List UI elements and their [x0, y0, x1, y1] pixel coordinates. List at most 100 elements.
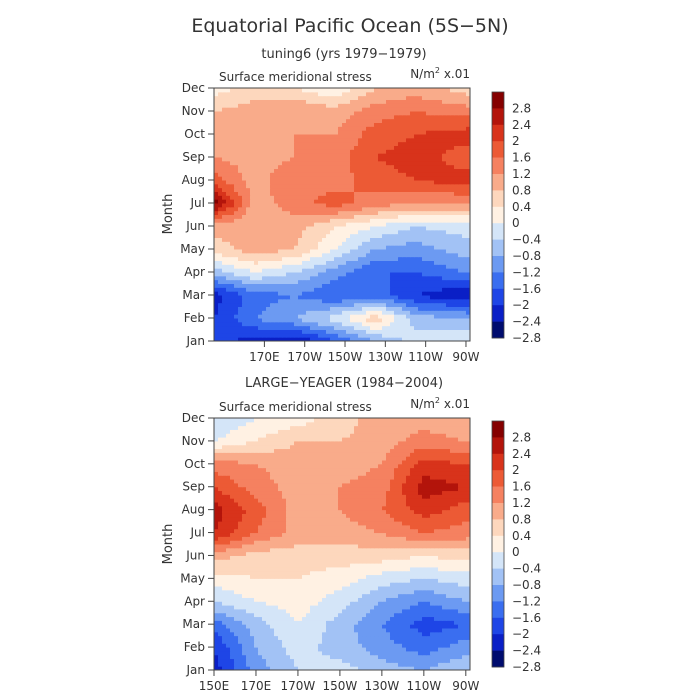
heatmap-cell — [330, 275, 335, 281]
heatmap-cell — [370, 95, 375, 100]
heatmap-cell — [270, 195, 275, 200]
heatmap-cell — [406, 279, 411, 284]
heatmap-cell — [374, 176, 379, 181]
heatmap-cell — [462, 218, 467, 223]
heatmap-cell — [322, 256, 327, 261]
heatmap-cell — [418, 302, 423, 307]
heatmap-cell — [246, 187, 251, 192]
heatmap-cell — [446, 153, 451, 158]
heatmap-cell — [394, 160, 399, 166]
heatmap-cell — [434, 287, 439, 292]
heatmap-cell — [238, 168, 243, 173]
heatmap-cell — [238, 268, 243, 273]
heatmap-cell — [458, 295, 463, 300]
heatmap-cell — [214, 283, 219, 288]
heatmap-cell — [238, 298, 243, 304]
heatmap-cell — [402, 99, 407, 104]
heatmap-cell — [286, 647, 291, 652]
heatmap-cell — [290, 214, 295, 219]
heatmap-cell — [450, 191, 455, 196]
heatmap-cell — [322, 122, 327, 127]
heatmap-cell — [382, 314, 387, 319]
heatmap-cell — [238, 95, 243, 100]
heatmap-cell — [226, 187, 231, 192]
heatmap-cell — [326, 635, 331, 640]
heatmap-cell — [434, 183, 439, 189]
heatmap-cell — [442, 111, 447, 116]
heatmap-cell — [362, 666, 367, 671]
heatmap-cell — [390, 172, 395, 177]
heatmap-cell — [454, 99, 459, 104]
heatmap-cell — [298, 233, 303, 238]
heatmap-cell — [382, 631, 387, 637]
heatmap-cell — [382, 635, 387, 640]
heatmap-cell — [462, 222, 467, 227]
heatmap-cell — [234, 203, 239, 208]
heatmap-cell — [438, 241, 443, 246]
heatmap-cell — [382, 643, 387, 648]
heatmap-cell — [370, 164, 375, 169]
heatmap-cell — [250, 268, 255, 273]
heatmap-cell — [306, 111, 311, 116]
heatmap-cell — [442, 306, 447, 311]
heatmap-cell — [414, 635, 419, 640]
heatmap-cell — [442, 183, 447, 189]
heatmap-cell — [458, 635, 463, 640]
heatmap-cell — [374, 666, 379, 671]
heatmap-cell — [398, 337, 403, 342]
heatmap-cell — [326, 325, 331, 330]
heatmap-cell — [302, 233, 307, 238]
heatmap-cell — [222, 160, 227, 166]
heatmap-cell — [246, 272, 251, 277]
heatmap-cell — [374, 260, 379, 265]
heatmap-cell — [462, 168, 467, 173]
heatmap-cell — [270, 145, 275, 150]
heatmap-cell — [258, 298, 263, 304]
heatmap-cell — [370, 295, 375, 300]
heatmap-cell — [370, 149, 375, 154]
heatmap-cell — [318, 153, 323, 158]
heatmap-cell — [258, 126, 263, 131]
heatmap-cell — [262, 145, 267, 150]
heatmap-cell — [398, 99, 403, 104]
heatmap-cell — [370, 126, 375, 131]
heatmap-cell — [354, 222, 359, 227]
heatmap-cell — [374, 137, 379, 143]
heatmap-cell — [242, 329, 247, 334]
heatmap-cell — [306, 214, 311, 219]
heatmap-cell — [386, 137, 391, 143]
heatmap-cell — [390, 130, 395, 135]
heatmap-cell — [342, 195, 347, 200]
heatmap-cell — [382, 279, 387, 284]
heatmap-cell — [238, 218, 243, 223]
heatmap-cell — [242, 662, 247, 667]
heatmap-cell — [310, 126, 315, 131]
heatmap-cell — [430, 241, 435, 246]
heatmap-cell — [394, 275, 399, 281]
heatmap-cell — [358, 256, 363, 261]
heatmap-cell — [362, 218, 367, 223]
heatmap-cell — [382, 287, 387, 292]
heatmap-cell — [438, 229, 443, 235]
heatmap-cell — [402, 643, 407, 648]
heatmap-cell — [326, 318, 331, 323]
heatmap-cell — [422, 264, 427, 269]
heatmap-cell — [462, 279, 467, 284]
heatmap-cell — [406, 314, 411, 319]
heatmap-cell — [234, 206, 239, 212]
heatmap-cell — [274, 134, 279, 139]
heatmap-cell — [374, 164, 379, 169]
heatmap-cell — [242, 260, 247, 265]
heatmap-cell — [218, 245, 223, 250]
heatmap-cell — [342, 99, 347, 104]
heatmap-cell — [338, 99, 343, 104]
heatmap-cell — [250, 298, 255, 304]
heatmap-cell — [446, 191, 451, 196]
heatmap-cell — [410, 103, 415, 108]
heatmap-cell — [410, 325, 415, 330]
heatmap-cell — [394, 137, 399, 143]
heatmap-cell — [214, 302, 219, 307]
heatmap-cell — [238, 237, 243, 242]
heatmap-cell — [218, 287, 223, 292]
heatmap-cell — [282, 164, 287, 169]
